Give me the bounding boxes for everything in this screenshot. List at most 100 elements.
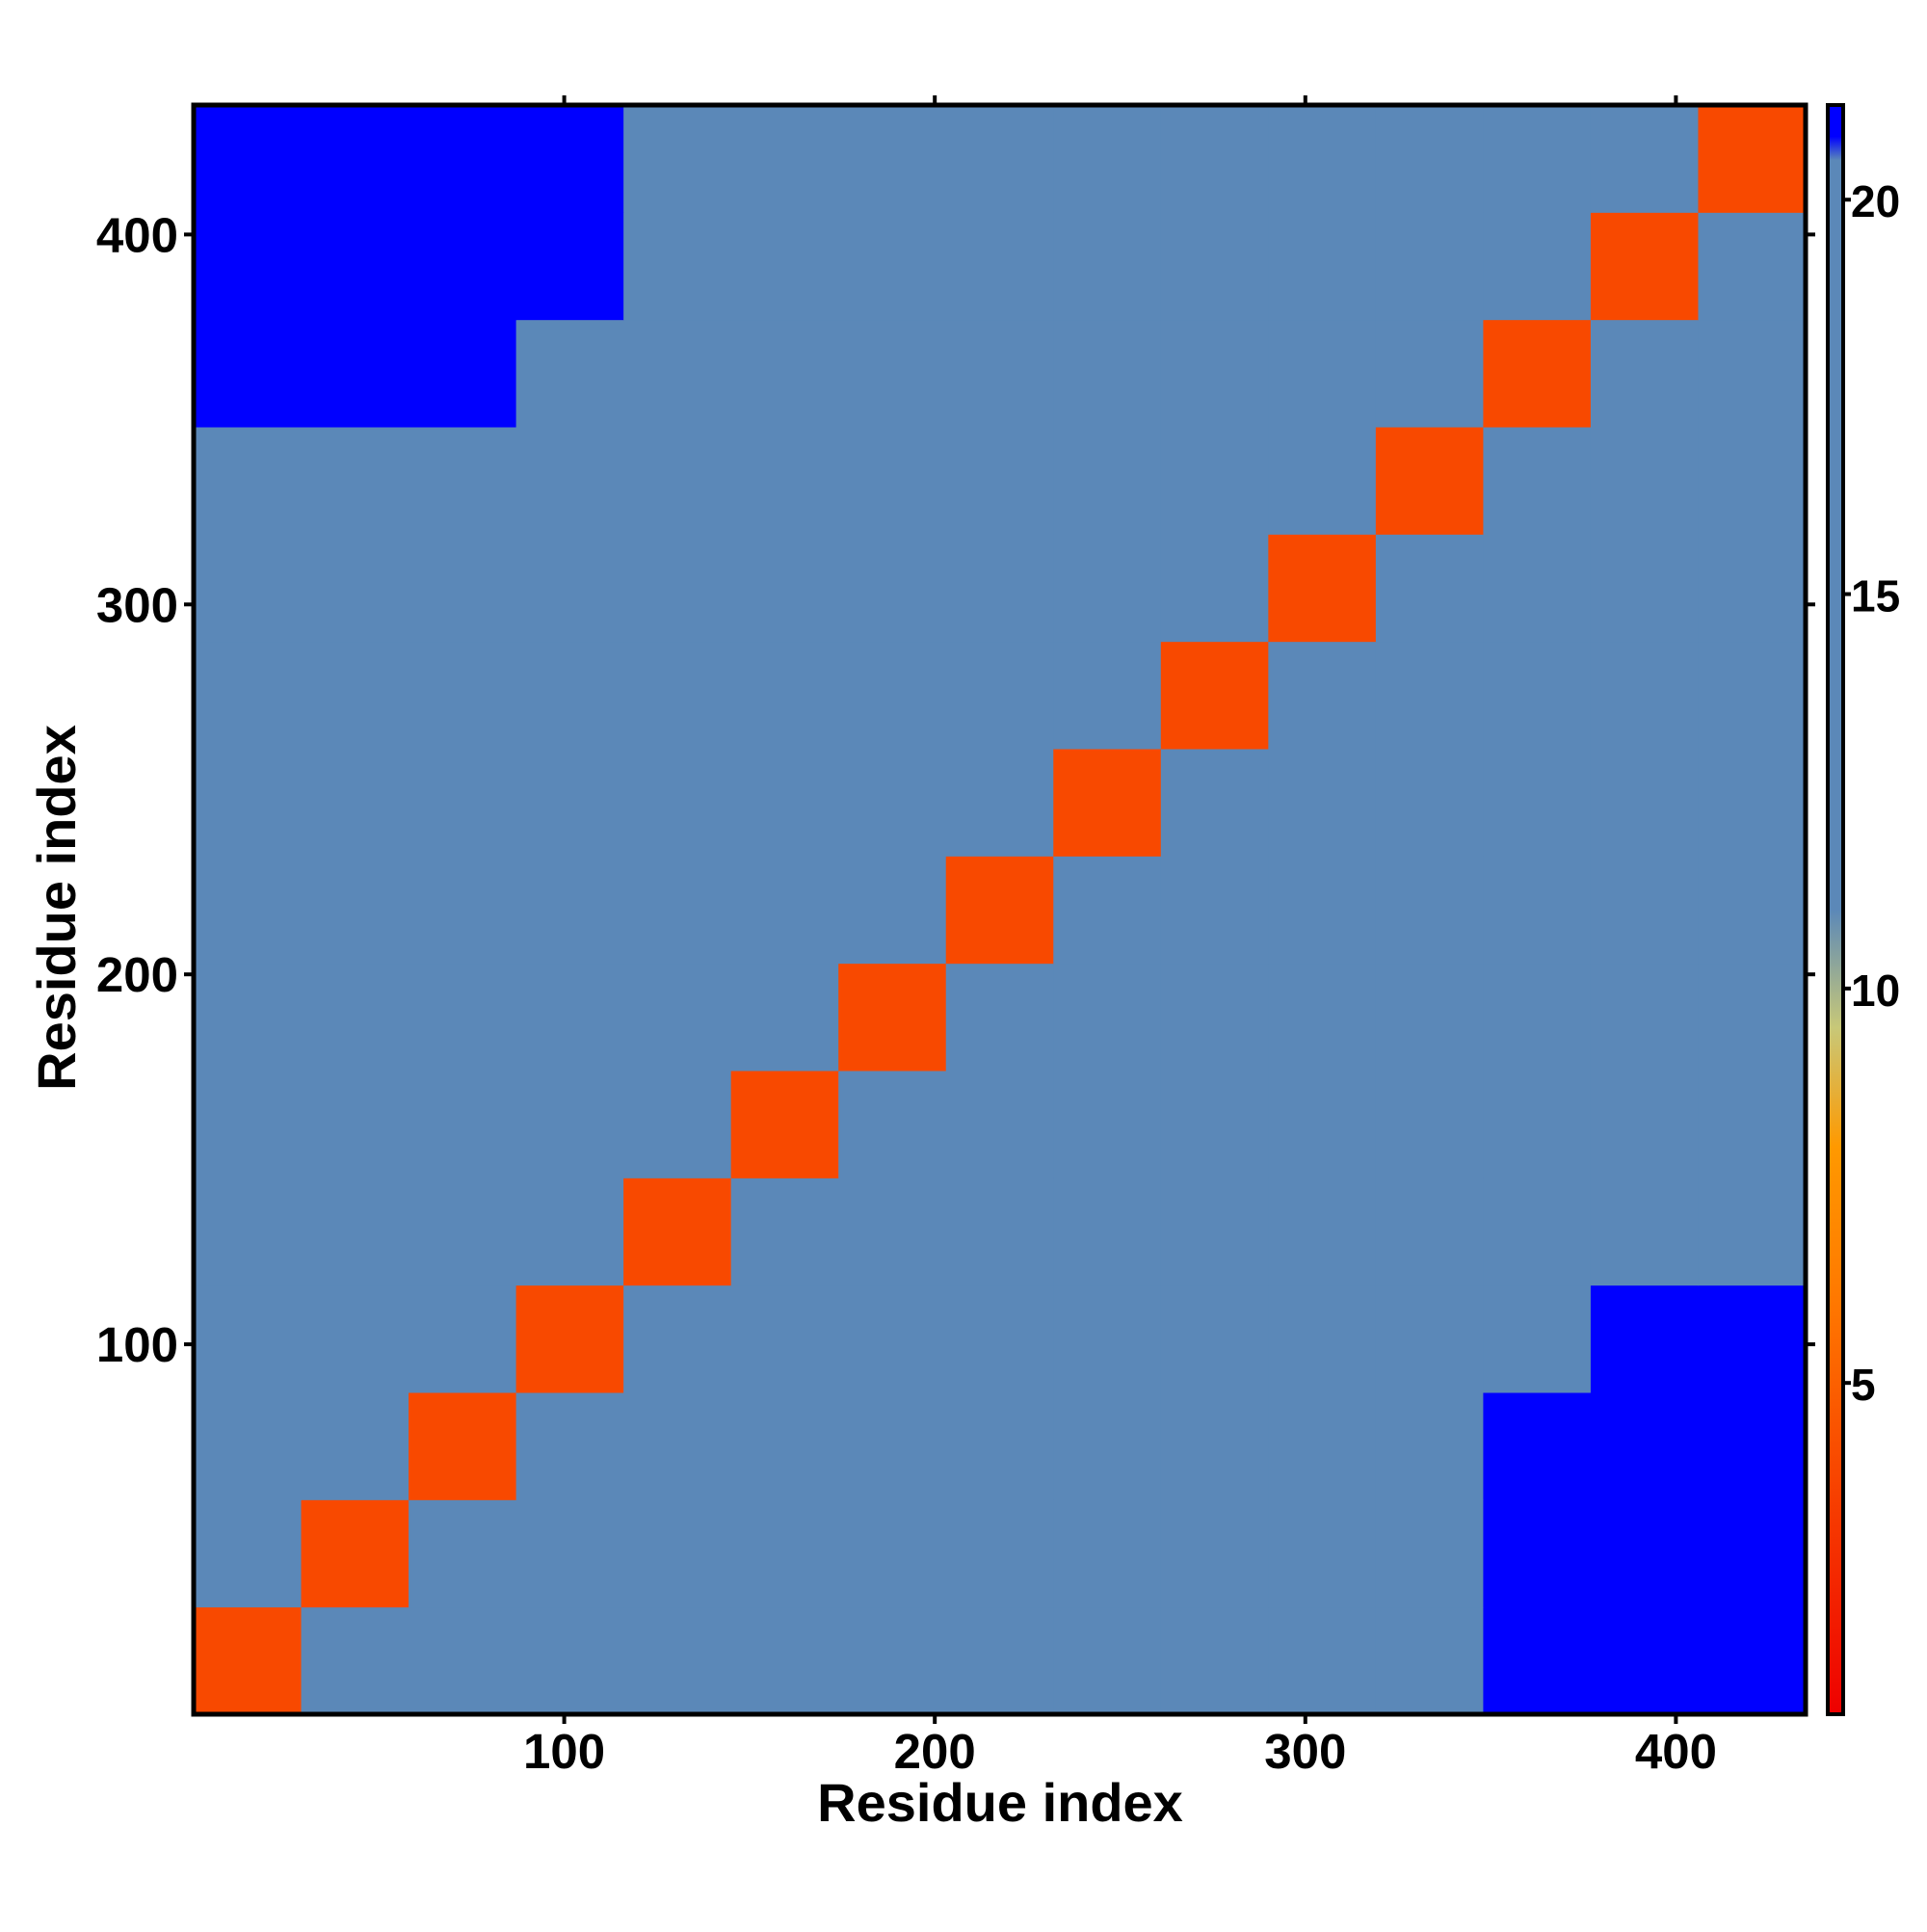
y-tick-label: 200 [96, 947, 178, 1002]
heatmap-cell [1053, 427, 1162, 535]
heatmap-cell [1698, 105, 1807, 213]
heatmap-cell [515, 1178, 624, 1286]
heatmap-cell [1053, 963, 1162, 1072]
heatmap-cell [1590, 641, 1699, 750]
heatmap-cell [838, 963, 947, 1072]
heatmap-cell [409, 1392, 517, 1500]
heatmap-cell [194, 856, 303, 965]
heatmap-cell [1483, 319, 1592, 428]
heatmap-cell [1160, 105, 1269, 213]
heatmap-cell [301, 1392, 409, 1500]
heatmap-cell [1483, 641, 1592, 750]
heatmap-cell [1160, 534, 1269, 643]
heatmap-cell [945, 1606, 1054, 1715]
x-tick-label: 200 [894, 1724, 976, 1779]
heatmap-cell [1590, 856, 1699, 965]
colorbar-tick-label: 5 [1851, 1360, 1876, 1410]
heatmap-cell [730, 212, 839, 321]
heatmap-cell [194, 427, 303, 535]
heatmap-cell [730, 427, 839, 535]
heatmap-cell [301, 427, 409, 535]
heatmap-cell [1268, 963, 1377, 1072]
heatmap-cell [1698, 1606, 1807, 1715]
heatmap-cell [1698, 212, 1807, 321]
heatmap-cell [409, 105, 517, 213]
heatmap-cell [194, 1606, 303, 1715]
heatmap-cell [194, 534, 303, 643]
heatmap-cell [1698, 1071, 1807, 1178]
heatmap-cell [1483, 427, 1592, 535]
heatmap-cell [1375, 1178, 1484, 1286]
heatmap-cell [838, 1392, 947, 1500]
heatmap-cell [515, 963, 624, 1072]
heatmap-cell [1160, 1606, 1269, 1715]
heatmap-cell [1375, 1284, 1484, 1393]
heatmap-cell [1590, 212, 1699, 321]
heatmap-cell [623, 212, 732, 321]
y-tick-label: 300 [96, 577, 178, 632]
heatmap-cell [409, 1499, 517, 1608]
heatmap-cell [409, 1178, 517, 1286]
heatmap-cell [1590, 1499, 1699, 1608]
heatmap-cell [409, 427, 517, 535]
heatmap-cell [1160, 1499, 1269, 1608]
heatmap-cell [194, 1392, 303, 1500]
heatmap-cell [1590, 319, 1699, 428]
heatmap-cell [1375, 319, 1484, 428]
heatmap-cell [1053, 105, 1162, 213]
heatmap [194, 105, 1807, 1715]
heatmap-cell [1268, 1606, 1377, 1715]
heatmap-cell [301, 1499, 409, 1608]
heatmap-cell [301, 212, 409, 321]
heatmap-cell [515, 212, 624, 321]
heatmap-cell [1053, 641, 1162, 750]
heatmap-cell [730, 963, 839, 1072]
heatmap-cell [838, 856, 947, 965]
plot-frame [191, 102, 1808, 1717]
heatmap-cell [1375, 1071, 1484, 1178]
heatmap-cell [1698, 319, 1807, 428]
heatmap-cell [515, 1284, 624, 1393]
heatmap-cell [515, 1392, 624, 1500]
heatmap-cell [623, 749, 732, 857]
heatmap-cell [1160, 856, 1269, 965]
heatmap-cell [623, 1499, 732, 1608]
heatmap-cell [1053, 856, 1162, 965]
heatmap-cell [1698, 1392, 1807, 1500]
heatmap-cell [730, 105, 839, 213]
heatmap-cell [1053, 1606, 1162, 1715]
heatmap-cell [945, 319, 1054, 428]
heatmap-cell [515, 1071, 624, 1178]
heatmap-cell [194, 1499, 303, 1608]
heatmap-cell [1268, 105, 1377, 213]
heatmap-cell [838, 212, 947, 321]
heatmap-cell [1268, 1071, 1377, 1178]
heatmap-cell [1590, 749, 1699, 857]
heatmap-cell [838, 1606, 947, 1715]
heatmap-cell [1053, 749, 1162, 857]
heatmap-cell [1375, 212, 1484, 321]
heatmap-cell [838, 319, 947, 428]
heatmap-cell [623, 1178, 732, 1286]
y-axis-title: Residue index [26, 725, 87, 1091]
heatmap-cell [1698, 1178, 1807, 1286]
heatmap-cell [1483, 749, 1592, 857]
heatmap-cell [409, 963, 517, 1072]
heatmap-cell [730, 1178, 839, 1286]
heatmap-cell [1268, 856, 1377, 965]
heatmap-cell [301, 749, 409, 857]
heatmap-cell [1590, 534, 1699, 643]
heatmap-cell [730, 1499, 839, 1608]
heatmap-cell [1590, 963, 1699, 1072]
heatmap-cell [1590, 1071, 1699, 1178]
heatmap-cell [1698, 749, 1807, 857]
heatmap-cell [1160, 1392, 1269, 1500]
heatmap-cell [623, 856, 732, 965]
heatmap-cell [1268, 641, 1377, 750]
heatmap-cell [1053, 319, 1162, 428]
heatmap-cell [515, 319, 624, 428]
heatmap-cell [838, 641, 947, 750]
heatmap-cell [1483, 1499, 1592, 1608]
heatmap-cell [1053, 1178, 1162, 1286]
heatmap-cell [1375, 641, 1484, 750]
